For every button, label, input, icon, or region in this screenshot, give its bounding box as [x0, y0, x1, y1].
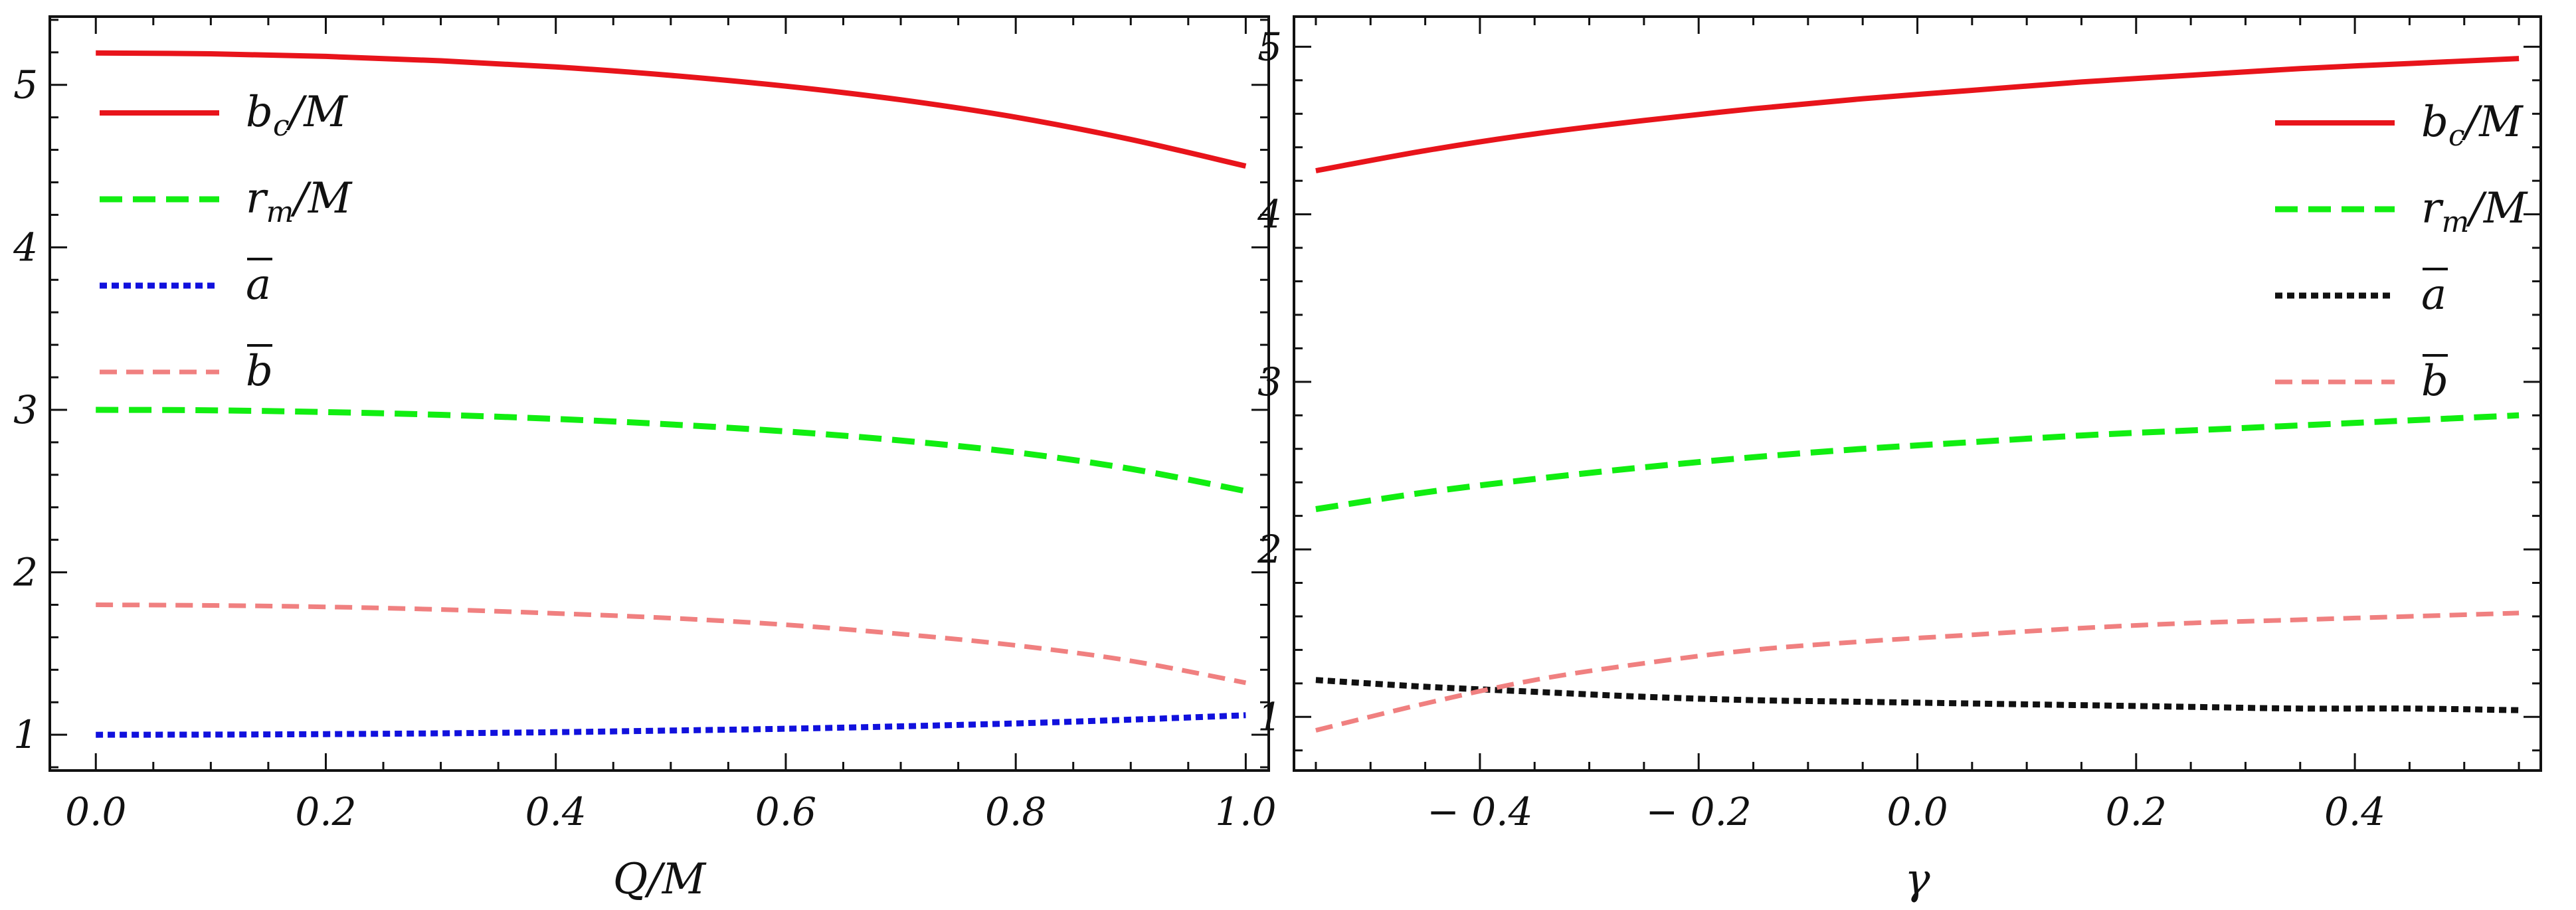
legend-label: rm/M — [2421, 184, 2528, 239]
legend-label: bc/M — [246, 88, 348, 143]
legend: bc/M rm/M ab — [100, 88, 353, 396]
x-tick-label: 0.6 — [755, 789, 816, 834]
y-tick-label: 3 — [1257, 359, 1282, 405]
x-tick-label: − 0.2 — [1646, 789, 1752, 834]
legend-label: a — [246, 260, 271, 310]
y-tick-label: 5 — [1257, 24, 1282, 69]
y-tick-label: 1 — [1257, 694, 1282, 739]
legend-label: b — [246, 347, 273, 396]
x-tick-label: 1.0 — [1215, 789, 1276, 834]
series-line-4 — [96, 602, 1247, 685]
x-tick-label: − 0.4 — [1427, 789, 1532, 834]
series-line-1 — [1315, 56, 2520, 173]
legend-label: b — [2421, 357, 2448, 406]
legend: bc/M rm/M ab — [2275, 98, 2528, 406]
legend-label: bc/M — [2421, 98, 2524, 153]
series-line-3 — [96, 712, 1246, 738]
x-tick-label: 0.2 — [295, 789, 356, 834]
series-line-2 — [96, 407, 1247, 494]
x-tick-label: 0.0 — [1886, 789, 1948, 834]
x-tick-label: 0.0 — [65, 789, 126, 834]
plot-frame — [48, 15, 1270, 772]
series-line-1 — [96, 50, 1247, 169]
y-tick-label: 5 — [13, 62, 38, 108]
legend-label: a — [2421, 270, 2446, 319]
series-line-3 — [1315, 677, 2520, 713]
y-tick-label: 1 — [13, 712, 38, 757]
x-tick-label: 0.2 — [2106, 789, 2167, 834]
legend-label: rm/M — [246, 174, 353, 229]
y-tick-label: 4 — [13, 225, 38, 270]
x-tick-label: 0.4 — [525, 789, 587, 834]
y-tick-label: 2 — [1257, 527, 1282, 572]
y-tick-label: 2 — [13, 550, 38, 595]
right-chart-panel: − 0.4 − 0.2 0.0 0.2 0.4 1 2 3 4 5 γ bc/M rm/M ab — [1257, 15, 2542, 904]
y-tick-label: 4 — [1257, 192, 1282, 237]
left-chart-panel: 0.0 0.2 0.4 0.6 0.8 1.0 1 2 3 4 5 Q/M bc/M rm/M ab — [13, 15, 1277, 904]
x-axis-label: γ — [1904, 855, 1930, 904]
y-tick-label: 3 — [13, 387, 38, 432]
x-tick-label: 0.4 — [2324, 789, 2385, 834]
x-tick-label: 0.8 — [985, 789, 1046, 834]
series-line-2 — [1315, 412, 2520, 512]
x-axis-label: Q/M — [613, 855, 707, 904]
